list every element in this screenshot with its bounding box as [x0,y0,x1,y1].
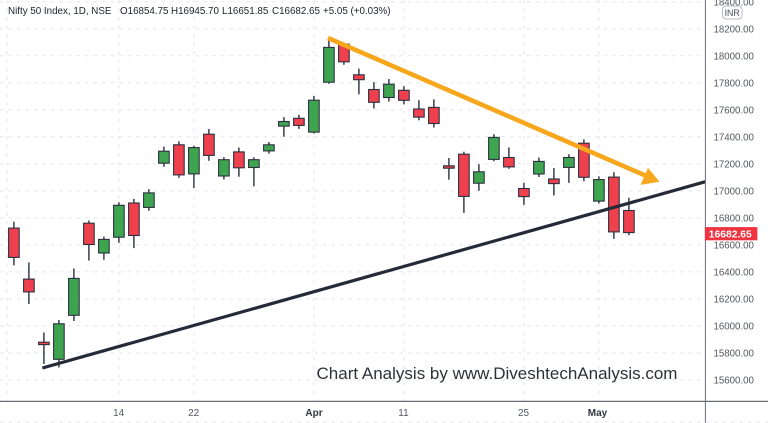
svg-text:17800.00: 17800.00 [714,78,755,89]
svg-text:Chart Analysis by www.Diveshte: Chart Analysis by www.DiveshtechAnalysis… [317,364,678,383]
svg-text:H16945.70: H16945.70 [171,6,219,17]
svg-text:17400.00: 17400.00 [714,132,755,143]
svg-text:C16682.65: C16682.65 [272,6,320,17]
svg-text:16682.65: 16682.65 [709,230,752,241]
svg-text:17000.00: 17000.00 [714,187,755,198]
svg-text:May: May [588,408,608,419]
svg-text:22: 22 [188,408,200,419]
svg-text:17600.00: 17600.00 [714,105,755,116]
svg-text:16400.00: 16400.00 [714,268,755,279]
svg-text:16600.00: 16600.00 [714,241,755,252]
svg-text:+5.05 (+0.03%): +5.05 (+0.03%) [323,6,391,17]
svg-text:L16651.85: L16651.85 [222,6,269,17]
svg-text:16200.00: 16200.00 [714,295,755,306]
svg-text:25: 25 [518,408,530,419]
svg-text:18000.00: 18000.00 [714,51,755,62]
svg-text:16000.00: 16000.00 [714,322,755,333]
svg-text:O16854.75: O16854.75 [120,6,169,17]
svg-text:Nifty 50 Index, 1D, NSE: Nifty 50 Index, 1D, NSE [8,6,112,17]
svg-text:17200.00: 17200.00 [714,160,755,171]
svg-text:11: 11 [398,408,409,419]
svg-text:Apr: Apr [305,408,322,419]
svg-text:18200.00: 18200.00 [714,24,755,35]
svg-text:INR: INR [725,8,740,18]
svg-text:16800.00: 16800.00 [714,214,755,225]
svg-text:14: 14 [113,408,125,419]
svg-text:15800.00: 15800.00 [714,349,755,360]
svg-text:15600.00: 15600.00 [714,376,755,387]
svg-text:18400.00: 18400.00 [714,0,755,8]
